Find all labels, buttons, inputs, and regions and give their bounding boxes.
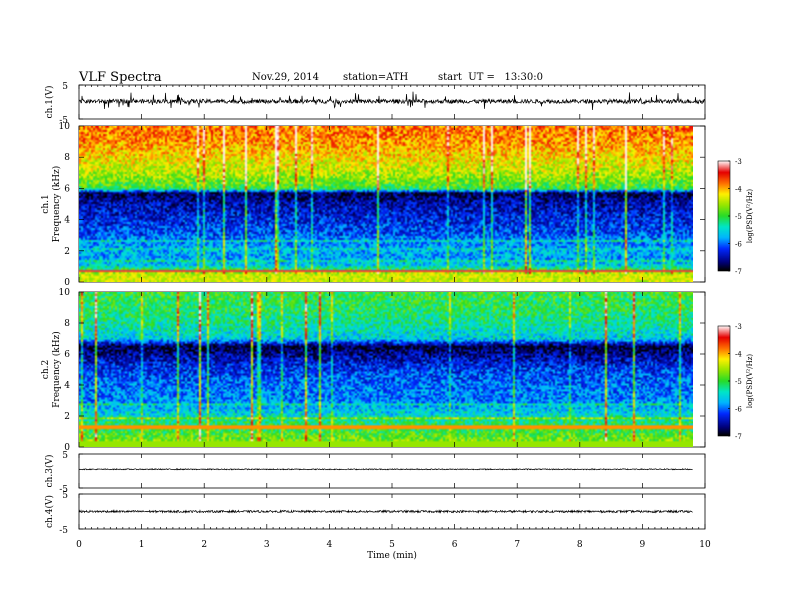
ch2-spectrogram-image — [79, 292, 693, 447]
ch1-cbar-tick--4: -4 — [735, 186, 742, 194]
ch1-ytick-bottom: -5 — [59, 116, 68, 126]
x-tick-label-4: 4 — [327, 540, 333, 550]
ch1-cbar-tick--6: -6 — [735, 241, 742, 249]
ch4-ytick-bottom: -5 — [59, 526, 68, 536]
ch1-waveform-line — [78, 91, 706, 111]
x-tick-label-6: 6 — [452, 540, 458, 550]
ch1-cbar-tick--3: -3 — [735, 158, 742, 166]
ch1-freq-tick-6: 6 — [64, 184, 70, 194]
ch2-channel-label: ch.2 — [41, 360, 51, 379]
ch1-freq-tick-0: 0 — [64, 278, 70, 288]
ch1-channel-label: ch.1 — [41, 194, 51, 213]
ch3-ylabel: ch.3(V) — [44, 455, 55, 488]
ch1-freq-tick-2: 2 — [64, 247, 70, 257]
ch2-freq-tick-8: 8 — [64, 319, 70, 329]
x-tick-label-0: 0 — [76, 540, 82, 550]
ch3-waveform-frame — [78, 453, 706, 489]
x-axis-label: Time (min) — [367, 550, 417, 561]
ch1-cbar-label: log(PSD(V²/Hz) — [746, 189, 754, 244]
ch1-ytick-top: 5 — [62, 82, 68, 92]
ch2-freq-label: Frequency (kHz) — [51, 331, 62, 408]
ch2-cbar-tick--4: -4 — [735, 351, 742, 359]
ch3-waveform-line — [79, 468, 693, 471]
x-tick-label-2: 2 — [201, 540, 207, 550]
date-label: Nov.29, 2014 — [252, 72, 319, 83]
ch3-ytick-top: 5 — [62, 451, 68, 461]
x-tick-label-3: 3 — [264, 540, 270, 550]
ch1-ylabel: ch.1(V) — [44, 86, 55, 119]
ch2-cbar-tick--5: -5 — [735, 378, 742, 386]
start-time-label: start UT = 13:30:0 — [438, 72, 544, 83]
ch4-ytick-top: 5 — [62, 491, 68, 501]
ch1-freq-label: Frequency (kHz) — [51, 166, 62, 243]
ch2-freq-tick-0: 0 — [64, 443, 70, 453]
ch2-cbar-tick--3: -3 — [735, 323, 742, 331]
ch1-freq-tick-4: 4 — [64, 216, 70, 226]
x-tick-label-7: 7 — [514, 540, 520, 550]
x-tick-label-9: 9 — [640, 540, 646, 550]
chart-title: VLF Spectra — [79, 70, 162, 85]
ch2-colorbar — [718, 326, 730, 436]
ch2-cbar-label: log(PSD(V²/Hz) — [746, 354, 754, 409]
ch1-cbar-tick--7: -7 — [735, 268, 742, 276]
ch2-freq-tick-6: 6 — [64, 350, 70, 360]
x-tick-label-1: 1 — [139, 540, 145, 550]
station-label: station=ATH — [343, 72, 409, 83]
ch2-freq-tick-4: 4 — [64, 381, 70, 391]
ch4-ylabel: ch.4(V) — [44, 495, 55, 528]
ch1-colorbar — [718, 161, 730, 271]
ch2-cbar-tick--6: -6 — [735, 406, 742, 414]
ch2-freq-tick-2: 2 — [64, 412, 70, 422]
ch4-waveform-line — [78, 509, 693, 514]
ch2-freq-tick-10: 10 — [59, 288, 71, 298]
ch1-cbar-tick--5: -5 — [735, 213, 742, 221]
x-tick-label-5: 5 — [389, 540, 395, 550]
x-tick-label-10: 10 — [699, 540, 711, 550]
ch3-ytick-bottom: -5 — [59, 485, 68, 495]
ch1-spectrogram-image — [79, 126, 693, 282]
ch1-freq-tick-10: 10 — [59, 122, 71, 132]
ch1-freq-tick-8: 8 — [64, 153, 70, 163]
ch2-cbar-tick--7: -7 — [735, 433, 742, 441]
x-tick-label-8: 8 — [577, 540, 583, 550]
